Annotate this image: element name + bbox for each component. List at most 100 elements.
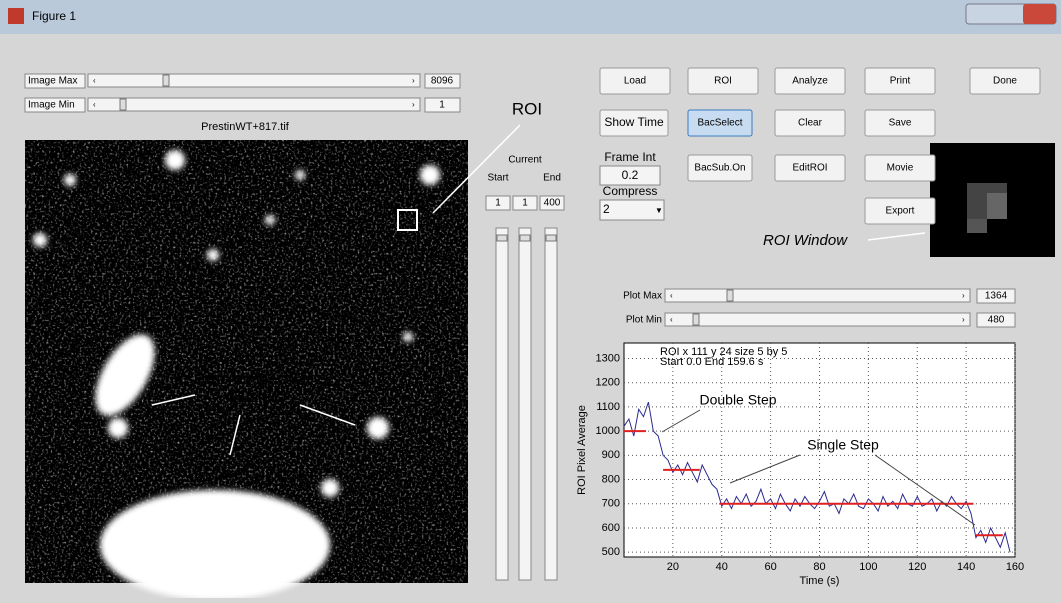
value-box — [424, 73, 461, 89]
vertical-slider[interactable] — [544, 227, 558, 581]
slider[interactable] — [87, 97, 421, 112]
slider-arrow: › — [412, 76, 415, 85]
button-face[interactable] — [687, 67, 759, 95]
button[interactable]: EditROI — [774, 154, 846, 182]
button-label[interactable]: BacSub.On — [694, 163, 745, 174]
button[interactable]: Save — [864, 109, 936, 137]
label: 400 — [544, 198, 561, 209]
y-tick-label: 900 — [602, 449, 620, 461]
button-face[interactable] — [774, 67, 846, 95]
button-label[interactable]: ROI — [714, 76, 732, 87]
slider-thumb[interactable] — [162, 74, 170, 87]
annotation: Clusters — [226, 389, 285, 406]
y-tick-label: 1100 — [596, 401, 620, 413]
button[interactable]: BacSelect — [687, 109, 753, 137]
button[interactable]: Print — [864, 67, 936, 95]
annotation: ROI — [512, 99, 542, 118]
label: 480 — [988, 315, 1005, 326]
button-face[interactable] — [864, 197, 936, 225]
slider[interactable] — [87, 73, 421, 88]
button-face[interactable] — [599, 109, 669, 137]
title-bar — [0, 0, 1061, 34]
button-face[interactable] — [864, 109, 936, 137]
button[interactable]: BacSub.On — [687, 154, 753, 182]
button-label[interactable]: Analyze — [792, 76, 828, 87]
button-face[interactable] — [774, 154, 846, 182]
button[interactable]: Export — [864, 197, 936, 225]
y-tick-label: 1000 — [596, 425, 620, 437]
x-axis-label: Time (s) — [800, 575, 840, 587]
slider-thumb[interactable] — [119, 98, 127, 111]
button-face[interactable] — [774, 109, 846, 137]
button[interactable]: Analyze — [774, 67, 846, 95]
slider-thumb[interactable] — [519, 234, 531, 242]
slider-arrow: ‹ — [93, 76, 96, 85]
roi-window — [930, 143, 1055, 257]
roi-pixel-mark: × — [971, 146, 979, 161]
label-box — [24, 97, 86, 113]
button-face[interactable] — [864, 67, 936, 95]
roi-pixel-mark: × — [948, 146, 956, 161]
button-label[interactable]: Load — [624, 76, 646, 87]
x-tick-label: 100 — [859, 561, 877, 573]
button-label[interactable]: Save — [889, 118, 912, 129]
dropdown[interactable] — [599, 199, 665, 221]
vertical-slider[interactable] — [495, 227, 509, 581]
slider-thumb[interactable] — [496, 234, 508, 242]
label: 1 — [439, 100, 445, 111]
button[interactable]: Show Time — [599, 109, 669, 137]
button-label[interactable]: EditROI — [792, 163, 827, 174]
roi-pixel-mark: × — [1041, 213, 1049, 228]
button-face[interactable] — [687, 154, 753, 182]
y-tick-label: 1300 — [596, 352, 620, 364]
button-label[interactable]: Print — [890, 76, 911, 87]
label: Frame Int — [604, 150, 656, 164]
slider-arrow: › — [412, 100, 415, 109]
button[interactable]: ROI — [687, 67, 759, 95]
image-panel — [25, 140, 468, 600]
plot-arrows — [661, 409, 976, 526]
button-label[interactable]: BacSelect — [697, 118, 742, 129]
button-face[interactable] — [969, 67, 1041, 95]
button[interactable]: Clear — [774, 109, 846, 137]
value-box — [599, 165, 661, 186]
label: Plot Min — [626, 315, 662, 326]
button-label[interactable]: Done — [993, 76, 1017, 87]
label: Image Min — [28, 100, 75, 111]
plot-annotation: Single Step — [807, 437, 879, 453]
button[interactable]: Done — [969, 67, 1041, 95]
roi-pixel-mark: × — [1041, 234, 1049, 249]
label: Plot Max — [623, 291, 662, 302]
value-box — [424, 97, 461, 113]
annotation: ROI Window — [763, 232, 848, 249]
label: Current — [508, 155, 542, 166]
slider-thumb[interactable] — [545, 234, 557, 242]
slider-thumb[interactable] — [726, 289, 734, 302]
button[interactable]: Movie — [864, 154, 936, 182]
button-label[interactable]: Export — [886, 206, 915, 217]
y-tick-label: 1200 — [596, 377, 620, 389]
button-face[interactable] — [864, 154, 936, 182]
vertical-slider[interactable] — [518, 227, 532, 581]
slider[interactable] — [664, 288, 971, 303]
x-tick-label: 160 — [1006, 561, 1024, 573]
y-tick-label: 700 — [602, 498, 620, 510]
button-face[interactable] — [687, 109, 753, 137]
button[interactable]: Load — [599, 67, 671, 95]
plot-area — [623, 342, 1016, 558]
close-button[interactable] — [1023, 4, 1056, 24]
button-face[interactable] — [599, 67, 671, 95]
label: 0.2 — [622, 168, 639, 182]
slider-thumb[interactable] — [692, 313, 700, 326]
button-label[interactable]: Show Time — [604, 115, 664, 129]
roi-pixel-mark: × — [1041, 166, 1049, 181]
plot-header: Start 0.0 End 159.6 s — [660, 356, 764, 368]
button-label[interactable]: Clear — [798, 118, 823, 129]
slider[interactable] — [664, 312, 971, 327]
trace-line — [623, 401, 1011, 553]
button-label[interactable]: Movie — [887, 163, 914, 174]
label: End — [543, 173, 561, 184]
roi-pixel-mark: × — [948, 234, 956, 249]
dropdown-arrow: ▼ — [655, 206, 663, 215]
